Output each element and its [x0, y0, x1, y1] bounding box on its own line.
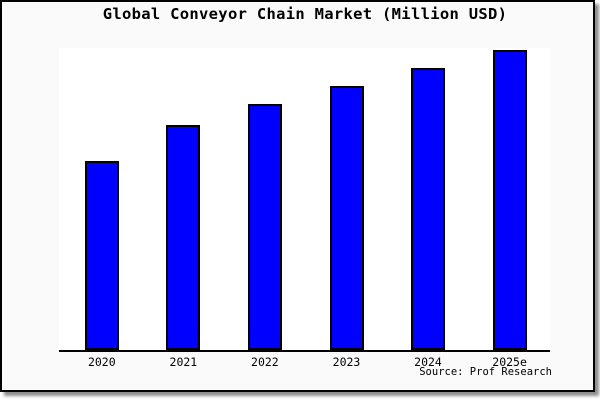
bar-2020: [84, 161, 119, 350]
bar-2021: [166, 125, 201, 350]
bar-2022: [247, 104, 282, 350]
x-axis-label-2025e: 2025e: [492, 355, 527, 369]
x-axis-label-2023: 2023: [332, 355, 361, 369]
source-credit: Source: Prof Research: [419, 366, 552, 378]
chart-title: Global Conveyor Chain Market (Million US…: [102, 5, 508, 23]
bar-2023: [329, 86, 364, 350]
x-axis-label-2022: 2022: [251, 355, 279, 369]
x-axis-label-2020: 2020: [87, 355, 116, 369]
x-axis-label-2021: 2021: [169, 355, 198, 369]
bar-2025e: [492, 50, 527, 350]
x-axis-labels: 2020 2021 2022 2023 2024 2025e: [59, 355, 550, 371]
chart-frame: Global Conveyor Chain Market (Million US…: [0, 0, 595, 392]
plot-area: [59, 48, 550, 352]
bar-2024: [411, 68, 445, 350]
x-axis-label-2024: 2024: [414, 355, 442, 369]
